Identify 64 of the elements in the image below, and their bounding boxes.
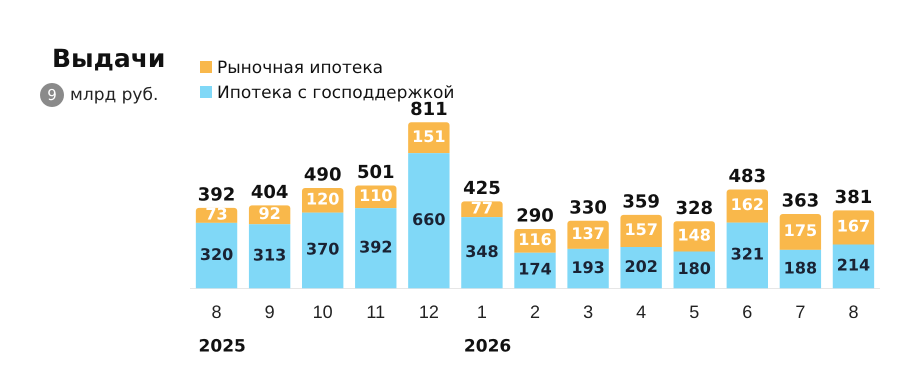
x-tick-label: 4 <box>636 302 646 322</box>
data-label: 157 <box>624 220 658 240</box>
bar <box>355 208 396 288</box>
x-tick-label: 8 <box>848 302 858 322</box>
data-label: 370 <box>306 240 340 259</box>
total-label: 328 <box>675 198 714 219</box>
data-label: 174 <box>518 260 552 279</box>
total-label: 404 <box>250 182 288 204</box>
data-label: 202 <box>624 256 658 276</box>
bar <box>196 222 238 288</box>
data-label: 175 <box>784 221 818 240</box>
total-label: 359 <box>622 192 660 213</box>
x-tick-label: 1 <box>476 302 487 322</box>
chart-subtitle: млрд руб. <box>70 85 158 105</box>
x-tick-label: 3 <box>583 302 594 322</box>
text: 2025 <box>198 336 246 356</box>
data-label: 193 <box>571 258 605 277</box>
data-label: 660 <box>412 210 446 229</box>
data-label: 116 <box>518 230 552 250</box>
data-label: 167 <box>836 216 870 236</box>
data-label: 321 <box>730 244 764 264</box>
x-tick-label: 7 <box>795 302 806 322</box>
data-label: 73 <box>205 204 228 224</box>
total-label: 381 <box>834 187 872 208</box>
x-tick-label: 6 <box>742 302 752 322</box>
data-label: 151 <box>412 126 446 146</box>
legend-label: Рыночная ипотека <box>216 57 384 80</box>
text: 2026 <box>464 336 512 356</box>
total-label: 483 <box>728 166 766 188</box>
total-label: 392 <box>198 184 236 206</box>
x-tick-label: 5 <box>689 302 700 322</box>
total-label: 330 <box>569 197 607 218</box>
data-label: 392 <box>359 237 392 256</box>
x-tick-label: 8 <box>212 302 222 322</box>
total-label: 425 <box>463 178 501 199</box>
data-label: 120 <box>306 189 340 208</box>
total-label: 363 <box>782 190 820 212</box>
total-label: 290 <box>516 206 554 227</box>
data-label: 77 <box>470 198 494 218</box>
data-label: 92 <box>258 204 281 223</box>
data-label: 188 <box>784 258 818 278</box>
x-tick-label: 2 <box>530 302 540 322</box>
x-tick-label: 10 <box>312 302 333 322</box>
data-label: 214 <box>836 256 870 275</box>
x-tick-label: 12 <box>418 302 439 322</box>
total-label: 490 <box>304 164 342 186</box>
bar <box>302 212 344 288</box>
bar <box>248 224 290 288</box>
data-label: 162 <box>730 195 764 214</box>
data-label: 180 <box>678 259 711 278</box>
data-label: 348 <box>465 242 499 261</box>
data-label: 320 <box>200 244 234 264</box>
bar <box>461 217 503 288</box>
number-badge: 9 <box>40 83 64 107</box>
bar <box>726 222 768 288</box>
x-tick-label: 11 <box>366 302 386 322</box>
data-label: 148 <box>678 226 711 245</box>
data-label: 110 <box>359 186 392 205</box>
data-label: 137 <box>571 224 605 243</box>
chart-title: Выдачи <box>52 44 166 73</box>
total-label: 501 <box>356 162 395 184</box>
x-tick-label: 9 <box>264 302 275 322</box>
bar <box>408 153 450 288</box>
data-label: 313 <box>252 245 286 264</box>
